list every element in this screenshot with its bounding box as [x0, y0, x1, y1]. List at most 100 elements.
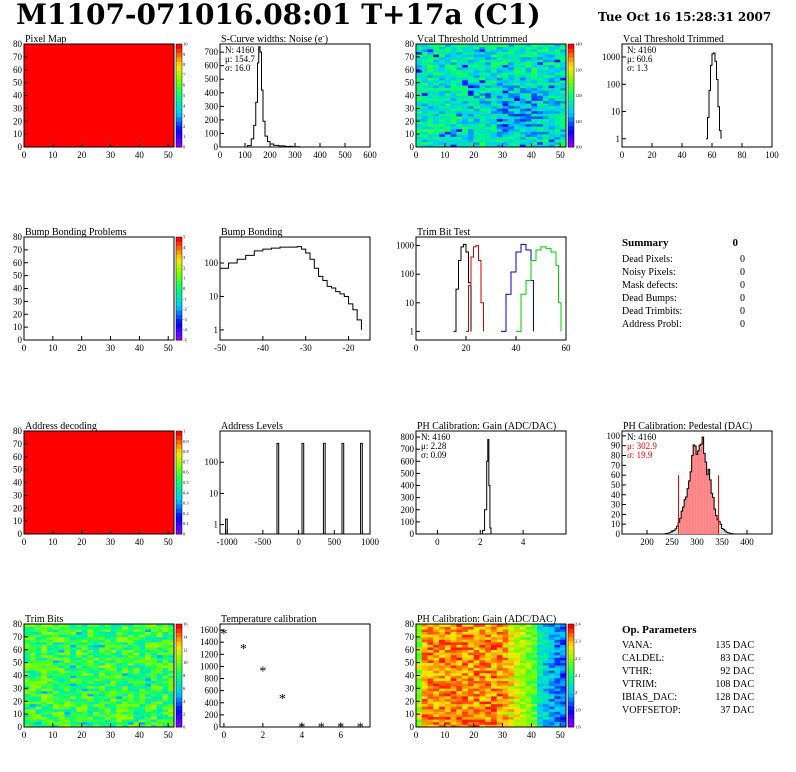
heatmap-cell — [456, 56, 463, 60]
heatmap-cell — [519, 98, 526, 101]
heatmap-cell — [560, 82, 567, 86]
heatmap-cell — [519, 126, 526, 130]
heatmap-cell — [47, 688, 54, 692]
heatmap-cell — [444, 108, 451, 112]
pedestal-bar — [721, 528, 724, 534]
heatmap-cell — [444, 49, 451, 53]
heatmap-cell — [421, 721, 428, 725]
heatmap-cell — [104, 672, 111, 676]
heatmap-cell — [427, 87, 434, 91]
heatmap-cell — [491, 90, 498, 94]
y-tick-label: 700 — [401, 444, 415, 454]
heatmap-cell — [122, 639, 129, 643]
heatmap-cell — [150, 642, 157, 645]
heatmap-cell — [456, 87, 463, 91]
heatmap-cell — [162, 634, 169, 638]
heatmap-cell — [519, 667, 526, 671]
heatmap-cell — [502, 100, 509, 104]
heatmap-cell — [473, 44, 480, 47]
heatmap-cell — [52, 642, 59, 645]
heatmap-cell — [421, 51, 428, 55]
heatmap-cell — [70, 629, 77, 633]
heatmap-cell — [139, 624, 146, 627]
colorbar-cell — [568, 91, 574, 96]
heatmap-cell — [416, 680, 423, 684]
heatmap-cell — [456, 59, 463, 63]
pedestal-bar — [691, 455, 694, 534]
heatmap-cell — [450, 642, 457, 645]
heatmap-cell — [439, 113, 446, 117]
heatmap-cell — [537, 634, 544, 638]
heatmap-cell — [473, 54, 480, 58]
heatmap-cell — [58, 639, 65, 643]
heatmap-cell — [467, 90, 474, 94]
heatmap-cell — [450, 95, 457, 99]
heatmap-cell — [525, 701, 532, 705]
heatmap-cell — [519, 678, 526, 681]
heatmap-cell — [519, 62, 526, 65]
x-tick-label: 1000 — [361, 537, 380, 547]
heatmap-cell — [104, 716, 111, 720]
heatmap-cell — [116, 657, 123, 661]
heatmap-cell — [450, 69, 457, 73]
heatmap-cell — [496, 678, 503, 681]
y-tick-label: 200 — [401, 505, 415, 515]
heatmap-cell — [462, 141, 469, 145]
heatmap-cell — [473, 698, 480, 702]
heatmap-cell — [421, 54, 428, 58]
heatmap-cell — [416, 100, 423, 104]
heatmap-cell — [548, 716, 555, 720]
heatmap-cell — [87, 696, 94, 699]
heatmap-cell — [502, 116, 509, 119]
heatmap-cell — [508, 113, 515, 117]
heatmap-cell — [444, 631, 451, 635]
heatmap-cell — [93, 657, 100, 661]
heatmap-cell — [450, 134, 457, 137]
heatmap-cell — [542, 131, 549, 135]
heatmap-cell — [548, 59, 555, 63]
heatmap-cell — [525, 87, 532, 91]
heatmap-cell — [485, 64, 492, 68]
colorbar-frame — [567, 623, 575, 728]
heatmap-cell — [519, 636, 526, 640]
chart-title: Temperature calibration — [221, 614, 317, 625]
heatmap-cell — [156, 706, 163, 710]
heatmap-cell — [508, 675, 515, 679]
heatmap-cell — [133, 649, 140, 653]
heatmap-cell — [156, 652, 163, 656]
y-tick-label: 60 — [611, 470, 621, 480]
heatmap-cell — [479, 139, 486, 143]
heatmap-cell — [479, 87, 486, 91]
heatmap-cell — [450, 62, 457, 65]
heatmap-cell — [162, 714, 169, 717]
heatmap-cell — [542, 649, 549, 653]
heatmap-cell — [560, 688, 567, 692]
heatmap-cell — [168, 675, 175, 679]
heatmap-cell — [479, 672, 486, 676]
heatmap-cell — [508, 141, 515, 145]
heatmap-cell — [156, 678, 163, 681]
heatmap-cell — [491, 660, 498, 663]
scatter-point: * — [318, 720, 325, 735]
heatmap-cell — [479, 624, 486, 627]
heatmap-cell — [496, 724, 503, 728]
heatmap-cell — [537, 631, 544, 635]
heatmap-cell — [93, 649, 100, 653]
y-tick-label: 0 — [214, 142, 219, 152]
heatmap-cell — [444, 667, 451, 671]
heatmap-cell — [64, 657, 71, 661]
heatmap-cell — [416, 642, 423, 645]
heatmap-cell — [508, 698, 515, 702]
heatmap-cell — [427, 90, 434, 94]
heatmap-cell — [24, 626, 31, 630]
heatmap-cell — [433, 672, 440, 676]
colorbar-cell — [176, 456, 182, 462]
heatmap-cell — [421, 123, 428, 127]
heatmap-cell — [133, 652, 140, 656]
colorbar-cell — [176, 482, 182, 488]
heatmap-cell — [542, 98, 549, 101]
heatmap-cell — [485, 724, 492, 728]
heatmap-cell — [450, 92, 457, 96]
heatmap-cell — [531, 724, 538, 728]
heatmap-cell — [99, 685, 106, 689]
